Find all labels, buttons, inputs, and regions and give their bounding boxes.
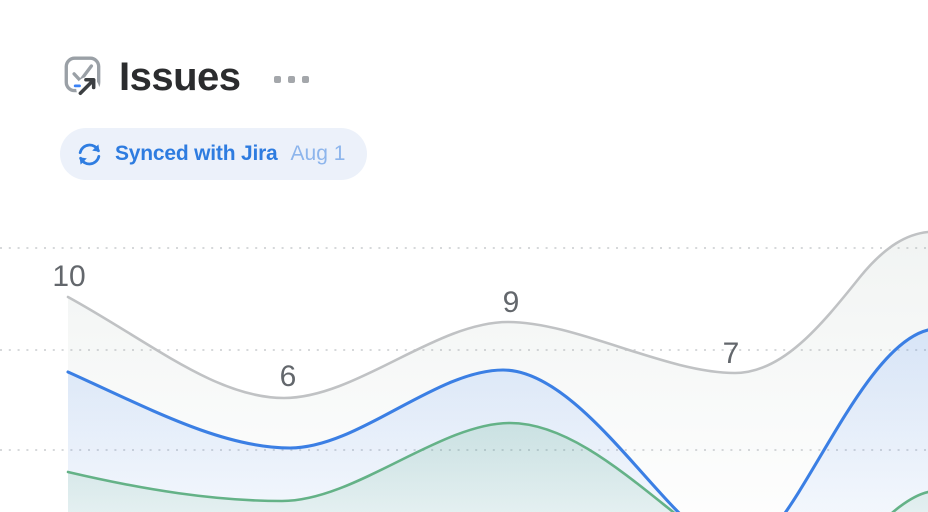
point-label: 10 xyxy=(52,260,85,293)
series-blue-line xyxy=(66,328,928,512)
sync-badge-label: Synced with Jira xyxy=(115,142,278,165)
series-green-line xyxy=(66,421,928,512)
point-labels: 10 6 9 7 xyxy=(52,260,739,393)
series-gray-line xyxy=(66,230,928,400)
point-label: 9 xyxy=(503,286,520,319)
more-menu-button[interactable] xyxy=(270,72,313,87)
sync-badge-date: Aug 1 xyxy=(290,142,346,165)
ellipsis-dot xyxy=(287,75,295,83)
widget-header: Issues xyxy=(60,54,313,100)
series-blue-area xyxy=(68,330,928,512)
point-label: 7 xyxy=(723,337,740,370)
ellipsis-dot xyxy=(273,75,281,83)
synced-with-jira-badge[interactable]: Synced with Jira Aug 1 xyxy=(60,128,368,180)
page-title: Issues xyxy=(119,55,241,99)
sync-icon xyxy=(78,143,101,165)
issues-trend-chart: 10 6 9 7 xyxy=(0,230,928,512)
task-checkbox-open-arrow-icon[interactable] xyxy=(60,54,106,100)
series-green-area xyxy=(68,423,928,512)
ellipsis-dot xyxy=(301,75,309,83)
area-chart-canvas: 10 6 9 7 xyxy=(0,230,928,512)
point-label: 6 xyxy=(280,360,297,393)
